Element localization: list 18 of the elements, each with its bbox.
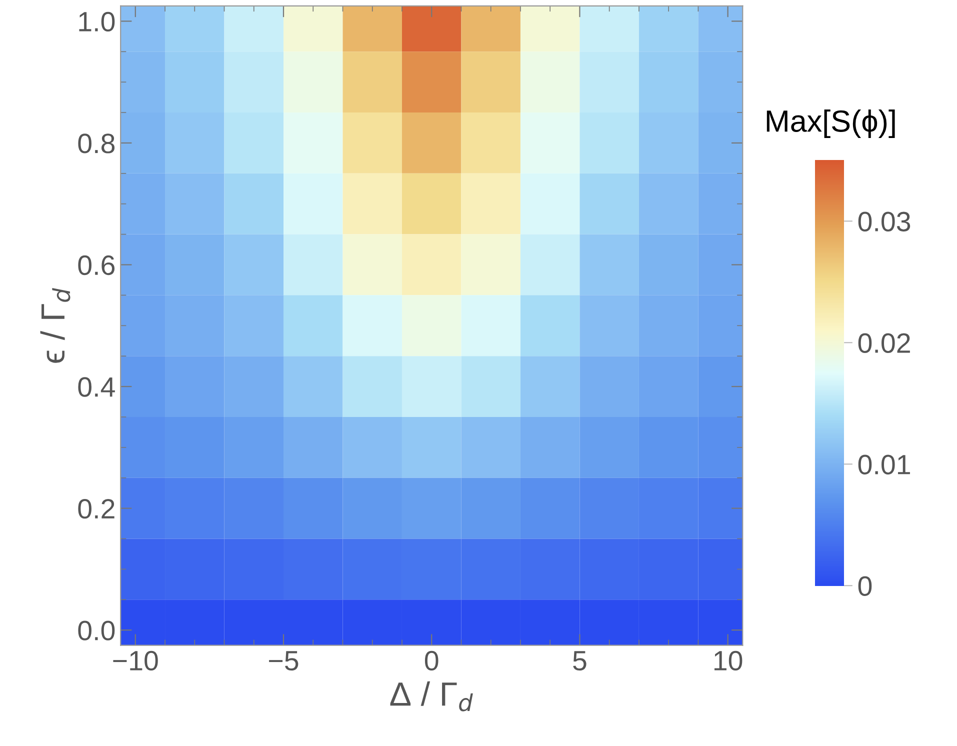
y-tick-label: 0.8 [78, 134, 115, 154]
color-bar-label: 0 [858, 576, 872, 596]
color-bar-label: 0.02 [858, 333, 910, 353]
color-bar-label: 0.01 [858, 454, 910, 474]
color-bar-title: Max[S(ϕ)] [766, 110, 895, 138]
x-axis-title: Δ / Γ$_{d}$ [390, 681, 473, 712]
x-tick-label: 10 [714, 650, 742, 671]
x-tick-label: 0 [424, 650, 438, 671]
color-bar-label: 0.03 [858, 212, 910, 232]
y-tick-label: 0.4 [78, 377, 115, 397]
x-tick-label: −10 [113, 650, 158, 671]
x-tick-label: 5 [573, 651, 586, 671]
y-tick-label: 0.6 [78, 255, 115, 276]
x-tick-label: −5 [269, 651, 298, 671]
y-tick-label: 0.0 [78, 620, 115, 640]
y-tick-label: 0.2 [78, 498, 114, 519]
y-tick-label: 1.0 [79, 12, 115, 32]
y-axis-title: ϵ / Γ$_{d}$ [40, 288, 70, 363]
